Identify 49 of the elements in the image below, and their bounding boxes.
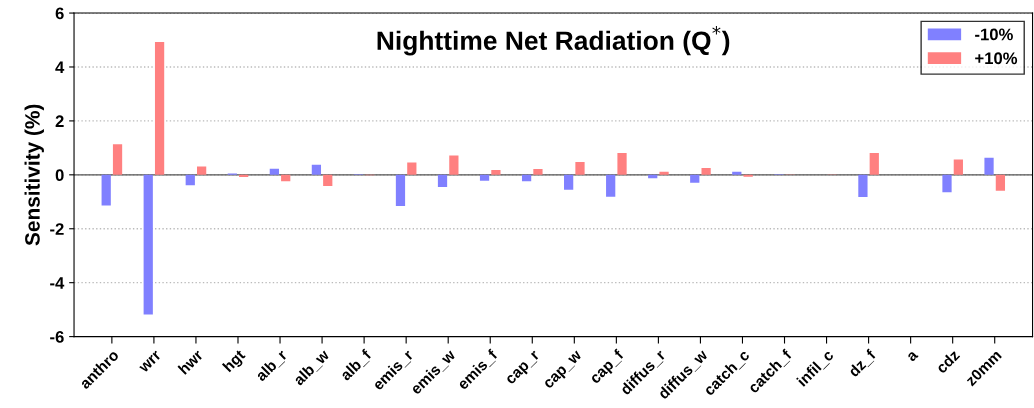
bar — [575, 161, 585, 175]
x-tick-label: hwr — [177, 348, 204, 375]
bar — [701, 168, 711, 175]
bar — [533, 168, 543, 175]
bar — [606, 174, 616, 197]
bar — [101, 174, 111, 206]
bar — [869, 152, 879, 175]
bar — [311, 164, 322, 175]
y-tick-label: 4 — [55, 61, 65, 74]
legend-label: +10% — [975, 52, 1018, 65]
bar — [858, 174, 868, 197]
bar — [617, 152, 627, 175]
bar — [197, 166, 207, 175]
x-tick-label: wrr — [139, 350, 162, 374]
bar — [732, 171, 742, 175]
bar — [323, 174, 333, 186]
y-tick-label: 6 — [55, 7, 64, 20]
y-tick-label: -6 — [50, 331, 64, 343]
bar — [479, 174, 490, 181]
legend-label: -10% — [975, 28, 1013, 41]
bar — [154, 41, 165, 175]
bar — [564, 174, 574, 190]
text: Nighttime Net Radiation (Q$^{*}$) — [377, 26, 730, 56]
bar — [690, 174, 700, 183]
bar — [269, 168, 279, 175]
y-tick-label: -4 — [50, 277, 65, 289]
bar — [449, 155, 459, 175]
bar — [953, 159, 963, 175]
bar — [942, 174, 952, 193]
x-tick-label: hgt — [221, 348, 248, 375]
bar — [659, 171, 669, 175]
bar — [281, 174, 291, 182]
bar — [112, 144, 123, 175]
y-tick-label: 0 — [55, 169, 64, 182]
bar — [995, 174, 1006, 191]
x-tick-label: a — [906, 350, 919, 363]
bar — [521, 174, 532, 182]
x-tick-label: cdz — [935, 348, 961, 374]
bar — [239, 174, 249, 177]
bar — [407, 162, 417, 175]
y-axis-title: Sensitivity (%) — [24, 104, 44, 246]
bar — [984, 157, 994, 175]
bar — [143, 174, 153, 315]
bar — [437, 174, 448, 187]
bar — [185, 174, 195, 186]
bar — [491, 169, 501, 175]
y-tick-label: -2 — [50, 223, 64, 235]
bar — [395, 174, 406, 207]
y-tick-label: 2 — [55, 115, 64, 127]
